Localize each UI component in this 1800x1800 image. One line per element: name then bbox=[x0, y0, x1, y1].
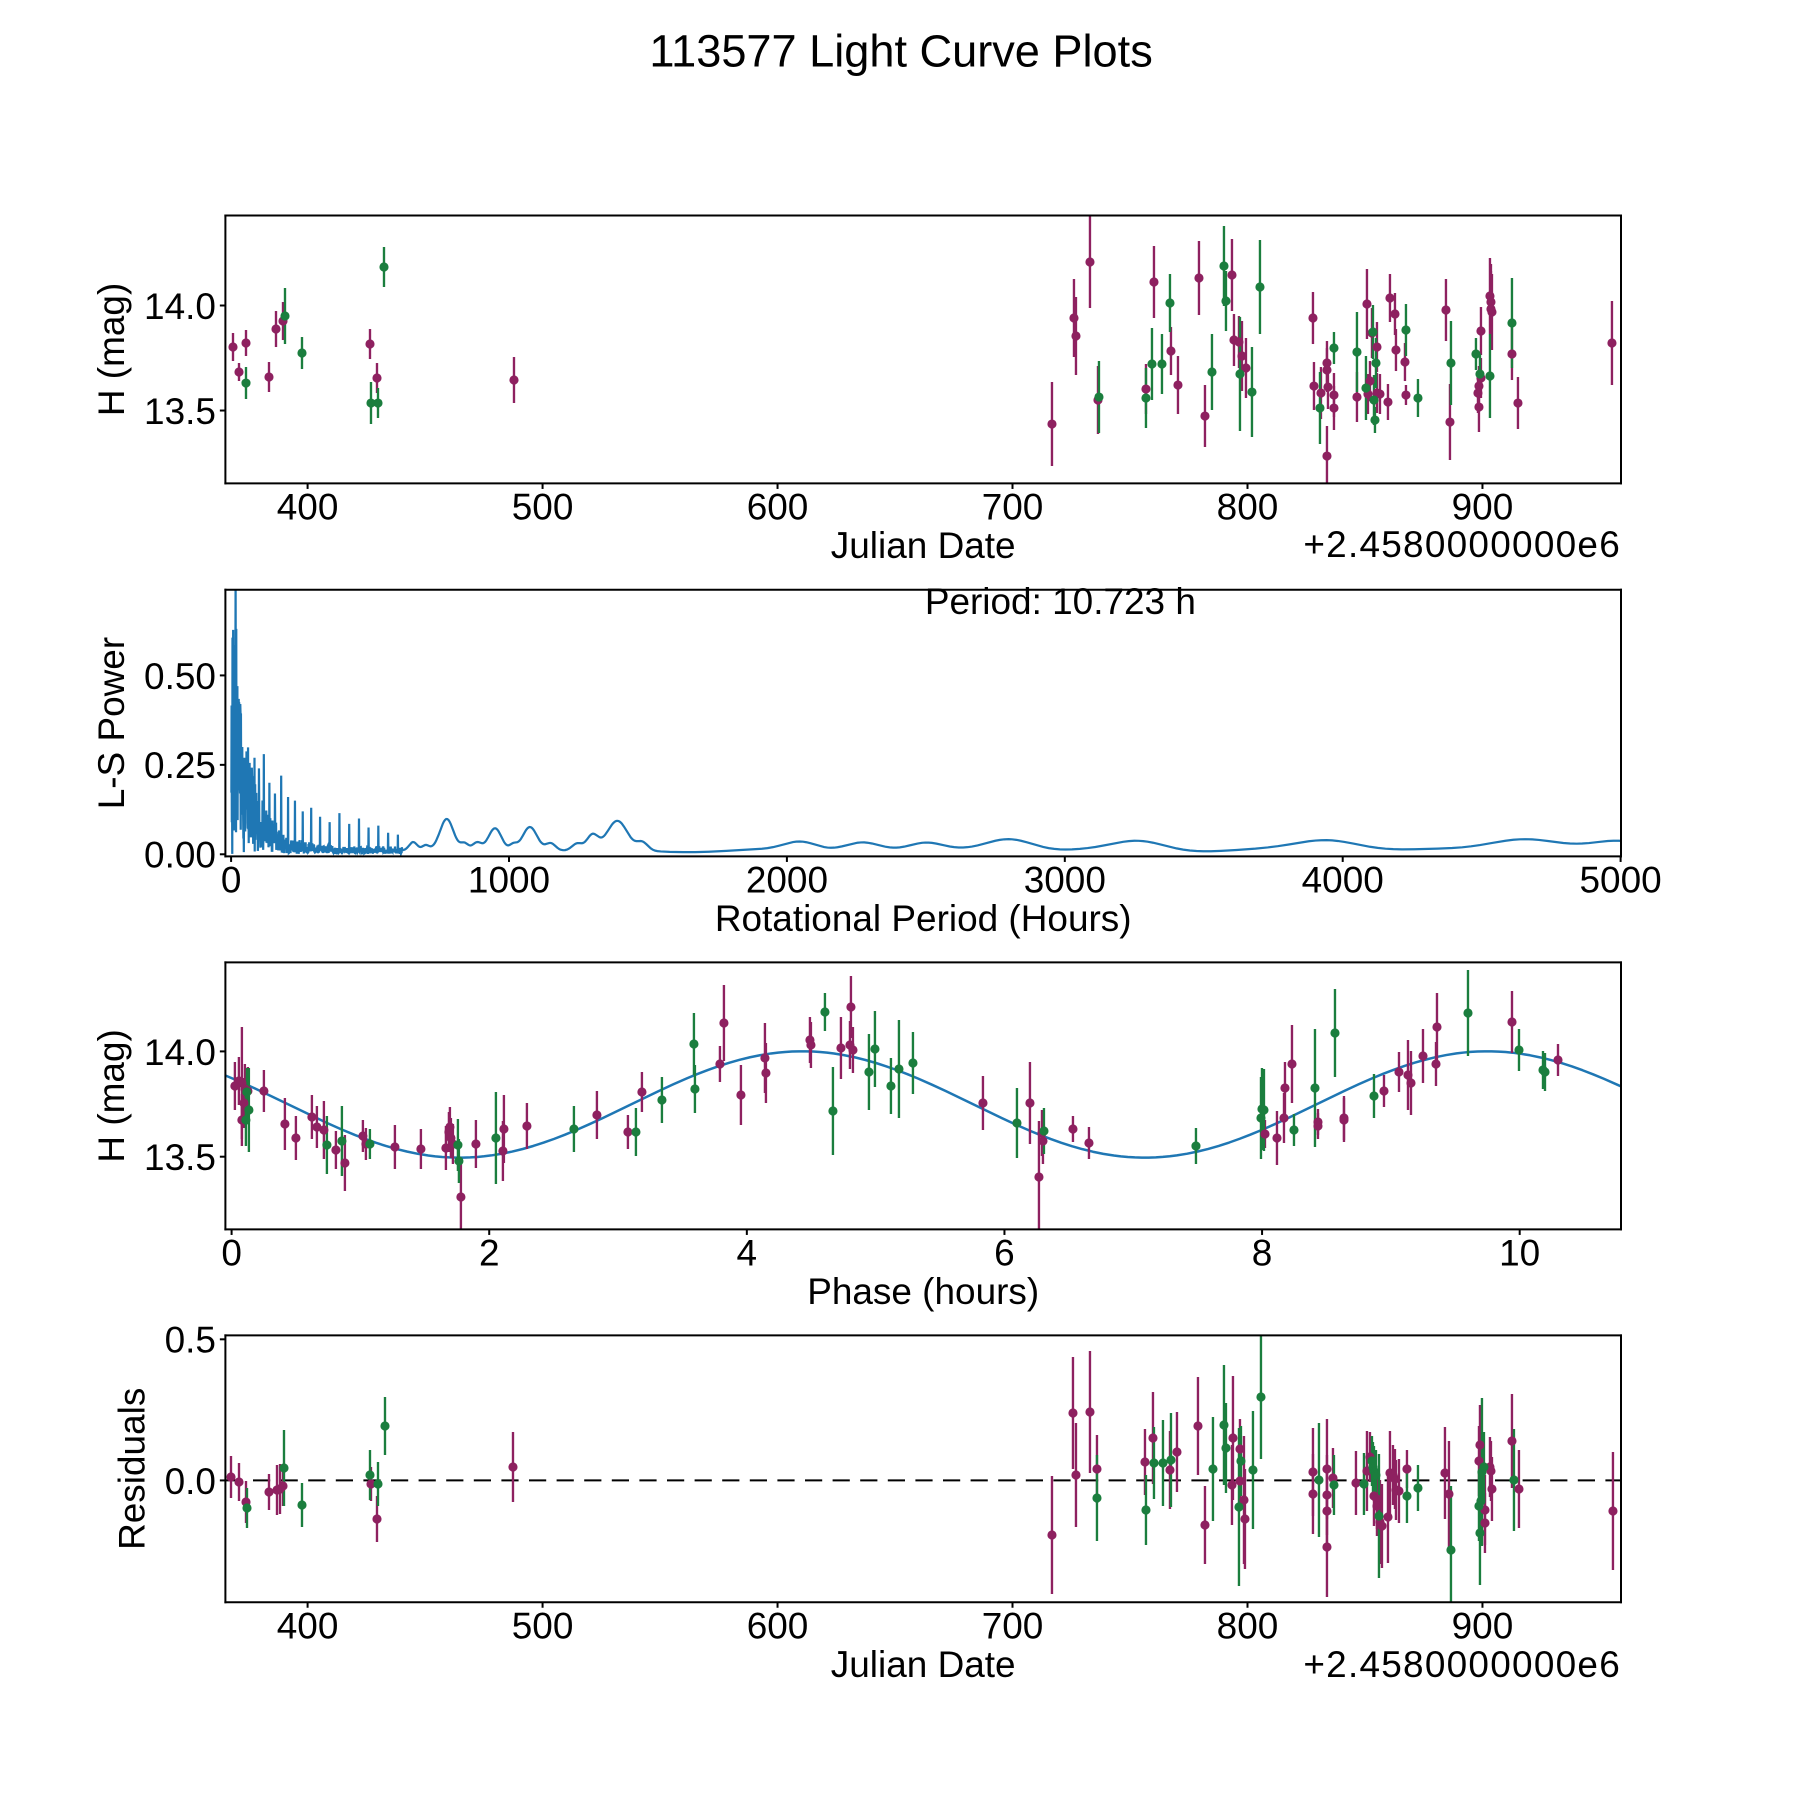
svg-text:Phase (hours): Phase (hours) bbox=[807, 1271, 1039, 1312]
svg-text:14.0: 14.0 bbox=[144, 1032, 216, 1073]
svg-text:+2.4580000000e6: +2.4580000000e6 bbox=[1303, 524, 1621, 565]
svg-text:0.50: 0.50 bbox=[144, 656, 216, 697]
svg-text:8: 8 bbox=[1252, 1233, 1273, 1274]
svg-text:113577 Light Curve Plots: 113577 Light Curve Plots bbox=[649, 26, 1152, 77]
svg-text:4000: 4000 bbox=[1302, 860, 1384, 901]
svg-text:700: 700 bbox=[982, 487, 1044, 528]
svg-text:H (mag): H (mag) bbox=[91, 283, 132, 416]
svg-text:4: 4 bbox=[737, 1233, 758, 1274]
svg-text:Julian Date: Julian Date bbox=[831, 1644, 1016, 1685]
svg-text:0.0: 0.0 bbox=[165, 1461, 216, 1502]
svg-text:L-S Power: L-S Power bbox=[91, 637, 132, 809]
svg-text:0.25: 0.25 bbox=[144, 745, 216, 786]
svg-text:10: 10 bbox=[1499, 1233, 1540, 1274]
svg-text:H (mag): H (mag) bbox=[91, 1029, 132, 1162]
svg-text:600: 600 bbox=[747, 1605, 809, 1646]
svg-text:0: 0 bbox=[221, 1233, 242, 1274]
svg-text:3000: 3000 bbox=[1024, 860, 1106, 901]
svg-text:0.00: 0.00 bbox=[144, 835, 216, 876]
svg-text:500: 500 bbox=[512, 487, 574, 528]
svg-text:2: 2 bbox=[479, 1233, 500, 1274]
svg-text:600: 600 bbox=[747, 487, 809, 528]
svg-text:+2.4580000000e6: +2.4580000000e6 bbox=[1303, 1644, 1621, 1685]
svg-text:13.5: 13.5 bbox=[144, 391, 216, 432]
svg-text:400: 400 bbox=[277, 1605, 339, 1646]
svg-text:6: 6 bbox=[994, 1233, 1015, 1274]
svg-text:2000: 2000 bbox=[746, 860, 828, 901]
svg-text:1000: 1000 bbox=[468, 860, 550, 901]
svg-text:700: 700 bbox=[982, 1605, 1044, 1646]
svg-text:800: 800 bbox=[1217, 487, 1279, 528]
svg-text:900: 900 bbox=[1452, 1605, 1514, 1646]
svg-text:Residuals: Residuals bbox=[111, 1388, 152, 1550]
svg-text:Rotational Period (Hours): Rotational Period (Hours) bbox=[715, 898, 1132, 939]
svg-text:14.0: 14.0 bbox=[144, 286, 216, 327]
svg-text:800: 800 bbox=[1217, 1605, 1279, 1646]
svg-text:400: 400 bbox=[277, 487, 339, 528]
svg-text:0.5: 0.5 bbox=[165, 1320, 216, 1361]
svg-text:5000: 5000 bbox=[1580, 860, 1662, 901]
svg-text:0: 0 bbox=[221, 860, 242, 901]
svg-text:Julian Date: Julian Date bbox=[831, 525, 1016, 566]
svg-text:500: 500 bbox=[512, 1605, 574, 1646]
svg-text:13.5: 13.5 bbox=[144, 1137, 216, 1178]
svg-text:Period: 10.723 h: Period: 10.723 h bbox=[925, 581, 1196, 622]
svg-text:900: 900 bbox=[1452, 487, 1514, 528]
